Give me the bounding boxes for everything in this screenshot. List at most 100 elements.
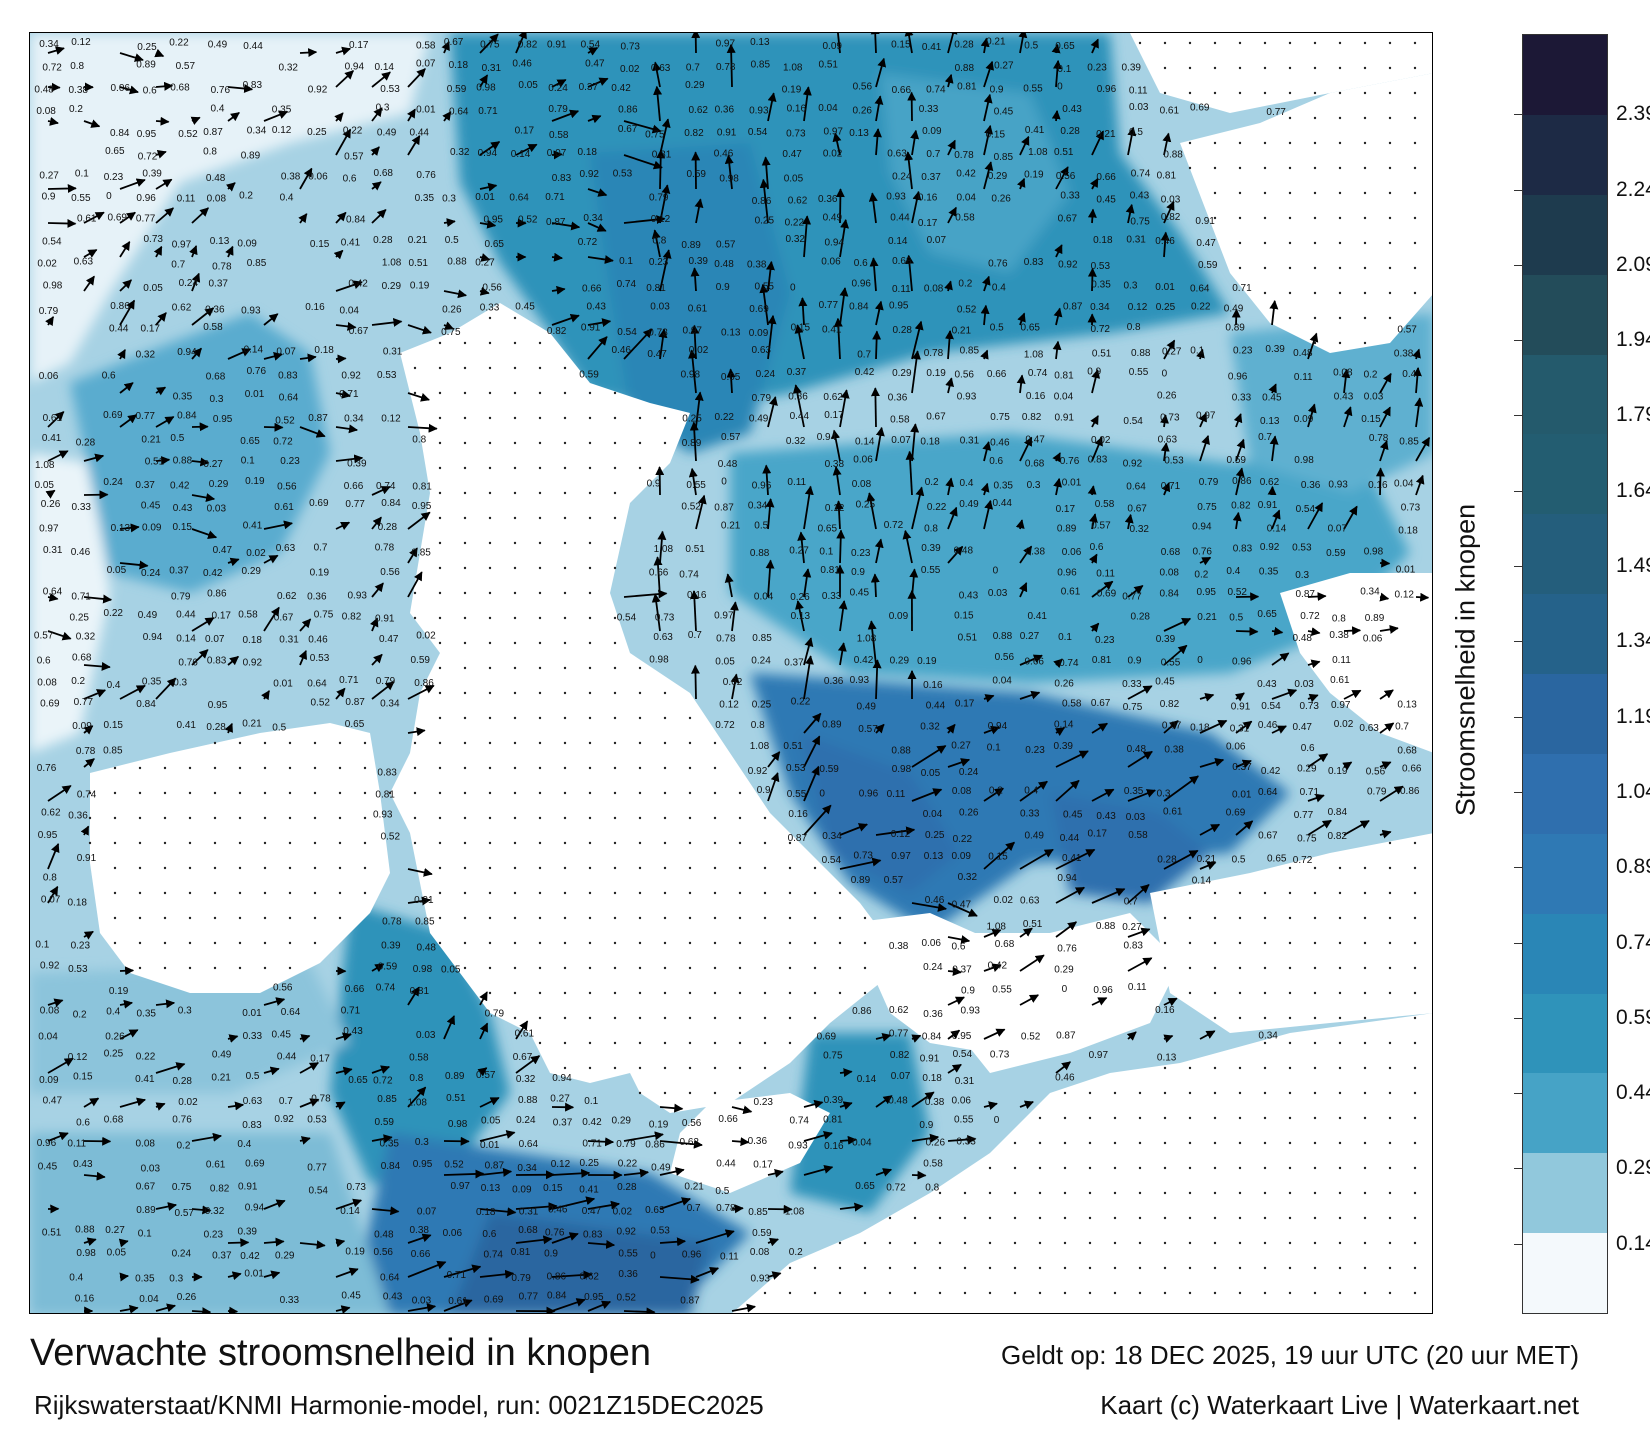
speed-value-label: 0.01 [1396, 565, 1416, 576]
speed-value-label: 0.43 [587, 302, 607, 313]
current-arrow [47, 1131, 69, 1142]
speed-value-label: 0 [1162, 368, 1168, 379]
speed-value-label: 0.15 [310, 239, 330, 250]
speed-value-label: 0.41 [1028, 611, 1048, 622]
grid-dot [538, 1041, 542, 1045]
grid-dot [488, 666, 492, 670]
speed-value-label: 0.79 [485, 1008, 505, 1019]
speed-value-label: 0.58 [549, 130, 569, 141]
current-arrow [688, 349, 697, 394]
speed-value-label: 0.13 [1260, 416, 1280, 427]
current-arrow [371, 582, 384, 598]
grid-dot [613, 991, 617, 995]
grid-dot [488, 941, 492, 945]
speed-value-label: 0.48 [1127, 744, 1147, 755]
grid-dot [213, 816, 217, 820]
speed-value-label: 0.75 [990, 412, 1010, 423]
current-arrow [689, 421, 699, 462]
current-arrow [551, 1168, 591, 1178]
speed-value-label: 0.46 [71, 547, 91, 558]
speed-value-label: 0.12 [651, 214, 671, 225]
speed-value-label: 0.82 [684, 128, 704, 139]
grid-dot [1388, 41, 1392, 45]
speed-value-label: 0.79 [376, 676, 396, 687]
current-arrow [119, 414, 138, 428]
grid-dot [1263, 216, 1267, 220]
speed-value-label: 0.48 [417, 942, 437, 953]
speed-value-label: 0.61 [274, 502, 294, 513]
speed-value-label: 0.51 [42, 1227, 62, 1238]
grid-dot [738, 841, 742, 845]
grid-dot [1188, 1091, 1192, 1095]
current-arrow [726, 43, 736, 88]
speed-value-label: 0.69 [1190, 103, 1210, 114]
grid-dot [1188, 966, 1192, 970]
speed-value-label: 0.05 [721, 372, 741, 383]
current-arrow [1412, 348, 1421, 360]
valid-time: Geldt op: 18 DEC 2025, 19 uur UTC (20 uu… [1000, 1340, 1579, 1370]
speed-value-label: 0.16 [305, 302, 325, 313]
grid-dot [713, 966, 717, 970]
speed-value-label: 0.44 [277, 1052, 297, 1063]
grid-dot [463, 841, 467, 845]
current-arrow [191, 617, 215, 632]
grid-dot [1363, 1016, 1367, 1020]
speed-value-label: 0.68 [374, 168, 394, 179]
speed-value-label: 0.06 [39, 371, 59, 382]
grid-dot [638, 766, 642, 770]
grid-dot [1113, 1266, 1117, 1270]
speed-value-label: 0.02 [37, 258, 57, 269]
grid-dot [1113, 1141, 1117, 1145]
colorbar-tick-label: 1.79 [1616, 403, 1650, 427]
grid-dot [1138, 1091, 1142, 1095]
speed-value-label: 0.98 [1294, 455, 1314, 466]
current-arrow [1379, 440, 1389, 462]
grid-dot [1138, 1241, 1142, 1245]
speed-value-label: 0.01 [242, 1008, 262, 1019]
grid-dot [1213, 1066, 1217, 1070]
speed-value-label: 0.3 [1295, 570, 1309, 581]
current-arrow [191, 307, 215, 326]
speed-value-label: 0.05 [107, 565, 127, 576]
grid-dot [1313, 1266, 1317, 1270]
grid-dot [813, 1291, 817, 1295]
speed-value-label: 0.51 [409, 258, 429, 269]
speed-value-label: 0.38 [925, 1097, 945, 1108]
speed-value-label: 0.55 [992, 984, 1012, 995]
grid-dot [263, 916, 267, 920]
grid-dot [1163, 1291, 1167, 1295]
grid-dot [513, 616, 517, 620]
speed-value-label: 0.41 [177, 720, 197, 731]
grid-dot [463, 341, 467, 345]
speed-value-label: 0.25 [580, 1158, 600, 1169]
current-arrow [407, 1260, 447, 1278]
speed-value-label: 0.94 [1057, 873, 1077, 884]
grid-dot [463, 691, 467, 695]
grid-dot [888, 1291, 892, 1295]
current-arrow [1307, 502, 1324, 530]
speed-value-label: 0.53 [310, 653, 330, 664]
speed-value-label: 0.15 [891, 40, 911, 51]
grid-dot [213, 966, 217, 970]
speed-value-label: 0.74 [1131, 169, 1151, 180]
current-speed-map[interactable]: 0.34 0.12 0.25 0.22 0.49 0.44 0.17 0.58 0.67 0.75… [29, 32, 1433, 1314]
grid-dot [1338, 966, 1342, 970]
colorbar-band [1523, 1073, 1607, 1154]
speed-value-label: 0.59 [375, 1117, 395, 1128]
colorbar-tick [1514, 189, 1522, 191]
colorbar [1522, 34, 1608, 1314]
speed-value-label: 0.77 [889, 1029, 909, 1040]
speed-value-label: 0.47 [1293, 722, 1313, 733]
speed-value-label: 0.86 [618, 104, 638, 115]
grid-dot [1413, 866, 1417, 870]
speed-value-label: 0.28 [173, 1076, 193, 1087]
grid-dot [563, 716, 567, 720]
grid-dot [1413, 1191, 1417, 1195]
current-arrow [1055, 886, 1085, 904]
grid-dot [1388, 991, 1392, 995]
speed-value-label: 0.89 [1365, 613, 1385, 624]
speed-value-label: 0.93 [751, 1273, 771, 1284]
speed-value-label: 0.2 [177, 1140, 191, 1151]
grid-dot [1213, 1291, 1217, 1295]
grid-dot [863, 1241, 867, 1245]
